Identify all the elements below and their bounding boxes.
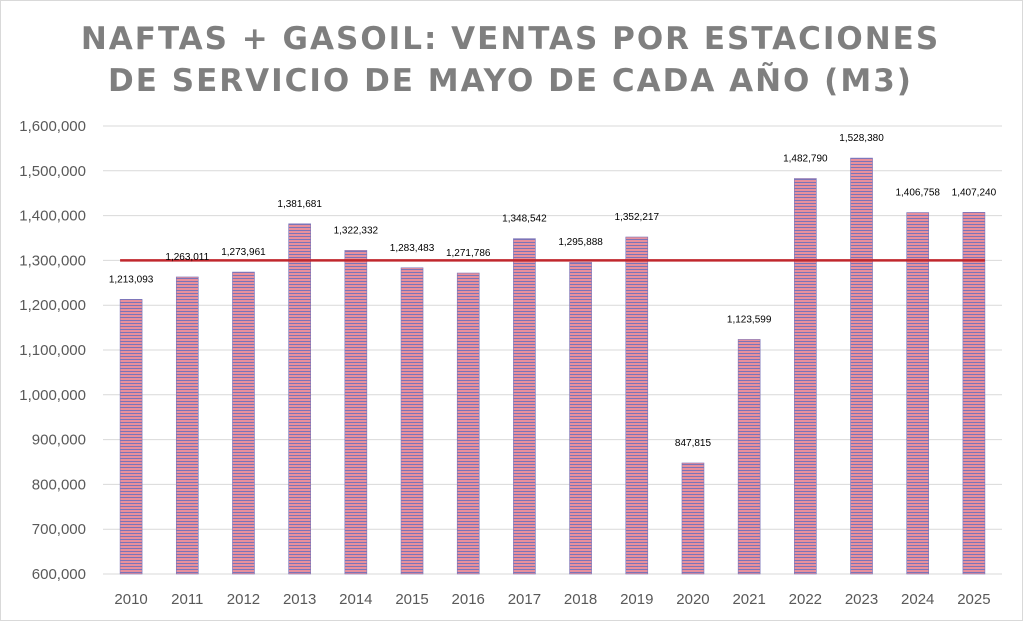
bar-2021 (737, 339, 761, 575)
x-tick-label: 2012 (227, 591, 260, 608)
bar-2018 (569, 261, 592, 575)
x-tick-label: 2019 (620, 591, 653, 608)
bar-2024 (906, 212, 930, 575)
x-axis-tick-labels: 2010 2011 2012 2013 2014 2015 2016 2017 2018 2019… (114, 591, 990, 608)
y-tick-label: 1,500,000 (19, 163, 86, 180)
x-tick-label: 2018 (564, 591, 597, 608)
bar-2020 (681, 462, 705, 575)
x-tick-label: 2016 (452, 591, 485, 608)
x-tick-label: 2022 (789, 591, 822, 608)
data-label-2021: 1,123,599 (727, 314, 772, 325)
data-label-2010: 1,213,093 (109, 274, 154, 285)
x-tick-label: 2015 (395, 591, 428, 608)
bar-2022 (794, 178, 817, 575)
y-tick-label: 700,000 (32, 521, 86, 538)
x-tick-label: 2010 (114, 591, 147, 608)
bar-2015 (400, 267, 424, 575)
bar-2017 (513, 238, 536, 575)
data-label-2016: 1,271,786 (446, 248, 491, 259)
y-tick-label: 1,000,000 (19, 387, 86, 404)
bar-2019 (625, 236, 649, 575)
data-label-2017: 1,348,542 (502, 214, 547, 225)
data-label-2023: 1,528,380 (839, 133, 884, 144)
bars (119, 157, 986, 575)
bar-2025 (962, 212, 986, 575)
data-label-2018: 1,295,888 (558, 237, 603, 248)
y-tick-label: 1,600,000 (19, 118, 86, 135)
data-label-2015: 1,283,483 (390, 243, 435, 254)
x-tick-label: 2014 (339, 591, 372, 608)
y-tick-label: 1,300,000 (19, 252, 86, 269)
data-label-2022: 1,482,790 (783, 154, 828, 165)
y-tick-label: 1,200,000 (19, 297, 86, 314)
bar-2023 (850, 157, 873, 575)
data-label-2025: 1,407,240 (952, 187, 997, 198)
x-tick-label: 2011 (171, 591, 203, 608)
data-label-2013: 1,381,681 (277, 199, 322, 210)
data-label-2019: 1,352,217 (615, 212, 660, 223)
bar-2013 (288, 223, 311, 575)
bar-2012 (232, 271, 255, 575)
bar-2010 (119, 299, 143, 575)
y-tick-label: 900,000 (32, 432, 86, 449)
chart-title-line-2: DE SERVICIO DE MAYO DE CADA AÑO (M3) (108, 63, 913, 99)
bar-2011 (175, 276, 199, 575)
x-tick-label: 2021 (732, 591, 765, 608)
bar-2014 (344, 250, 368, 575)
data-label-2020: 847,815 (675, 438, 712, 449)
data-label-2024: 1,406,758 (895, 188, 940, 199)
x-tick-label: 2023 (845, 591, 878, 608)
x-tick-label: 2024 (901, 591, 934, 608)
data-label-2014: 1,322,332 (334, 225, 379, 236)
data-label-2011: 1,263,011 (165, 252, 209, 263)
y-tick-label: 1,400,000 (19, 208, 86, 225)
chart-title-line-1: NAFTAS + GASOIL: VENTAS POR ESTACIONES (80, 21, 941, 57)
y-tick-label: 1,100,000 (19, 342, 86, 359)
y-axis-tick-labels: 600,000 700,000 800,000 900,000 1,000,000 1,1… (19, 118, 86, 583)
x-tick-label: 2013 (283, 591, 316, 608)
data-labels: 1,213,093 1,263,011 1,273,961 1,381,681 1,32… (109, 133, 997, 449)
chart-title: NAFTAS + GASOIL: VENTAS POR ESTACIONES D… (0, 18, 1021, 102)
y-tick-label: 800,000 (32, 476, 86, 493)
x-tick-label: 2020 (676, 591, 709, 608)
x-tick-label: 2025 (957, 591, 990, 608)
y-tick-label: 600,000 (32, 566, 86, 583)
x-tick-label: 2017 (508, 591, 541, 608)
data-label-2012: 1,273,961 (221, 247, 266, 258)
bar-2016 (456, 272, 480, 575)
